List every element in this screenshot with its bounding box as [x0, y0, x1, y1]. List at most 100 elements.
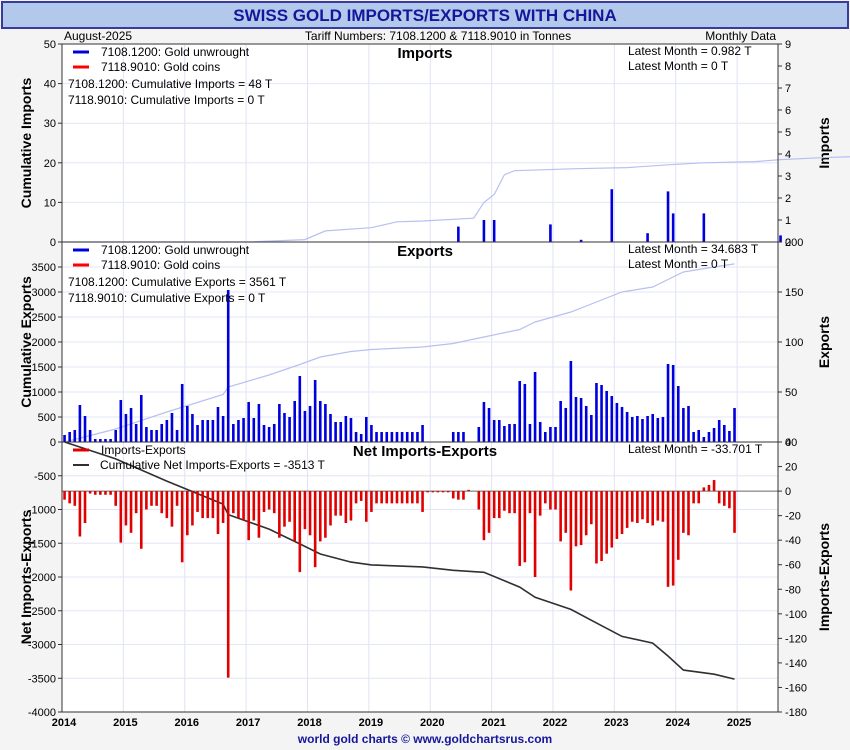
data-bar	[83, 416, 87, 442]
data-bar	[411, 491, 414, 504]
left-tick-label: 1500	[32, 362, 56, 374]
right-tick-label: 6	[785, 105, 791, 117]
x-tick-label: 2025	[727, 717, 751, 729]
panel-title: Net Imports-Exports	[353, 443, 497, 460]
subtitle: Tariff Numbers: 7108.1200 & 7118.9010 in…	[305, 29, 571, 43]
data-bar	[93, 491, 97, 495]
cumulative-line	[64, 263, 735, 443]
left-tick-label: -1500	[28, 538, 56, 550]
data-bar	[73, 430, 77, 442]
data-bar	[605, 391, 608, 442]
data-bar	[237, 420, 240, 442]
data-bar	[625, 491, 629, 528]
legend-label: 7118.9010: Gold coins	[101, 60, 220, 74]
right-tick-label: 0	[785, 237, 791, 249]
left-tick-label: -2500	[28, 606, 56, 618]
x-tick-label: 2017	[236, 717, 260, 729]
legend-label: 7108.1200: Gold unwrought	[101, 243, 250, 257]
data-bar	[682, 491, 685, 533]
data-bar	[661, 417, 665, 442]
data-bar	[88, 491, 92, 494]
cumulative-line	[64, 441, 735, 680]
data-bar	[717, 491, 721, 504]
data-bar	[712, 428, 716, 442]
data-bar	[395, 491, 399, 504]
left-tick-label: 500	[38, 412, 56, 424]
data-bar	[779, 235, 782, 242]
data-bar	[206, 420, 210, 442]
data-bar	[636, 416, 639, 442]
left-tick-label: 20	[44, 158, 56, 170]
data-bar	[712, 480, 716, 492]
right-tick-label: 40	[785, 437, 797, 449]
data-bar	[666, 491, 670, 587]
data-bar	[600, 385, 603, 442]
annotation: 7108.1200: Cumulative Imports = 48 T	[68, 77, 273, 91]
x-tick-label: 2015	[113, 717, 137, 729]
data-bar	[129, 408, 133, 442]
data-bar	[63, 491, 66, 500]
right-tick-label: 0	[785, 437, 791, 449]
data-bar	[242, 418, 245, 442]
data-bar	[431, 491, 435, 493]
data-bar	[411, 432, 414, 442]
data-bar	[436, 491, 440, 493]
data-bar	[615, 403, 619, 442]
data-bar	[78, 491, 82, 537]
data-bar	[324, 404, 327, 442]
annotation: 7118.9010: Cumulative Imports = 0 T	[68, 93, 265, 107]
data-bar	[728, 431, 731, 442]
data-bar	[375, 491, 378, 504]
left-tick-label: -3500	[28, 673, 56, 685]
data-bar	[196, 425, 199, 442]
data-bar	[569, 361, 573, 442]
data-bar	[252, 418, 256, 442]
data-bar	[533, 491, 537, 577]
panel-net: -4000-3500-3000-2500-2000-1500-1000-500-…	[18, 437, 832, 719]
data-bar	[165, 491, 169, 519]
latest-month: Latest Month = -33.701 T	[628, 442, 763, 456]
left-tick-label: 40	[44, 79, 56, 91]
data-bar	[492, 420, 496, 442]
data-bar	[99, 491, 102, 495]
data-bar	[73, 491, 77, 506]
data-bar	[313, 491, 317, 568]
data-bar	[68, 432, 71, 442]
x-tick-label: 2023	[604, 717, 628, 729]
data-bar	[252, 491, 256, 521]
data-bar	[303, 411, 307, 442]
data-bar	[180, 384, 184, 442]
data-bar	[247, 402, 250, 442]
left-tick-label: 2000	[32, 337, 56, 349]
right-tick-label: 200	[785, 237, 803, 249]
data-bar	[497, 420, 501, 442]
left-tick-label: 10	[44, 197, 56, 209]
data-bar	[671, 213, 675, 242]
right-tick-label: 8	[785, 61, 791, 73]
data-bar	[150, 430, 153, 442]
panel-imports: 0 10 20 30 40 50 0 1 2 3 4 5 6 7 8 9 Cumulative Imports I…	[18, 39, 850, 249]
right-tick-label: 1	[785, 215, 791, 227]
data-bar	[579, 239, 583, 242]
data-bar	[620, 491, 624, 535]
data-bar	[523, 384, 527, 442]
data-bar	[717, 420, 721, 442]
data-bar	[88, 430, 92, 442]
data-bar	[303, 491, 307, 530]
left-tick-label: 2500	[32, 312, 56, 324]
x-tick-label: 2016	[175, 717, 199, 729]
data-bar	[109, 439, 112, 442]
data-bar	[508, 424, 511, 442]
data-bar	[661, 491, 665, 522]
data-bar	[503, 491, 506, 511]
data-bar	[528, 491, 532, 514]
data-bar	[211, 491, 215, 519]
date-label: August-2025	[64, 29, 132, 43]
data-bar	[610, 396, 614, 442]
left-tick-label: 0	[50, 437, 56, 449]
data-bar	[646, 416, 649, 442]
data-bar	[134, 424, 138, 442]
data-bar	[298, 491, 302, 573]
data-bar	[733, 491, 736, 533]
